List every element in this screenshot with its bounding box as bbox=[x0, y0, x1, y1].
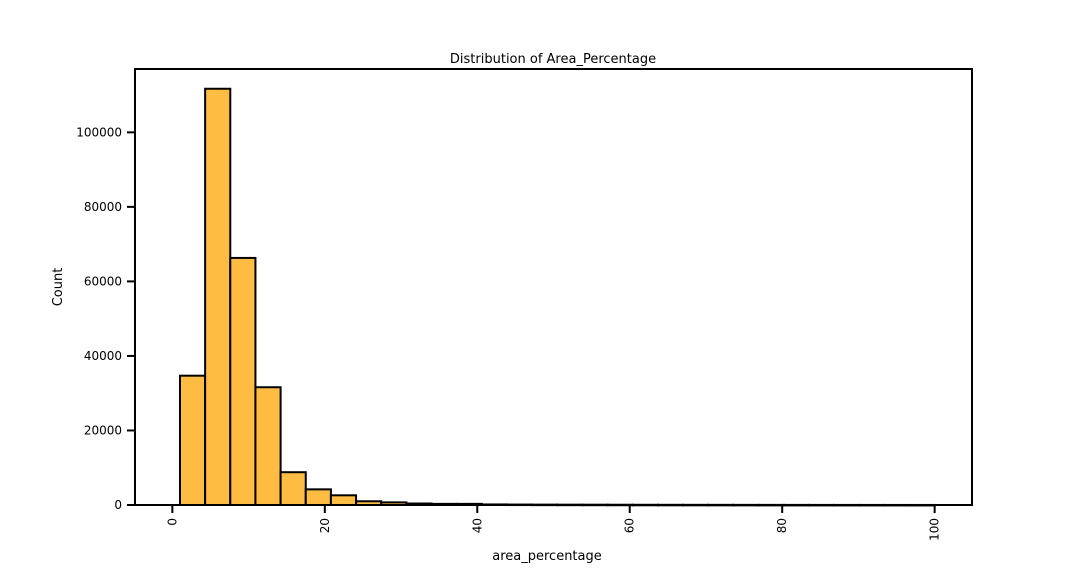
histogram-bar bbox=[178, 374, 207, 507]
y-tick-label: 80000 bbox=[84, 200, 122, 214]
x-tick-label: 40 bbox=[470, 518, 484, 533]
x-axis-label: area_percentage bbox=[492, 549, 602, 564]
y-tick-label: 40000 bbox=[84, 349, 122, 363]
histogram-bar bbox=[229, 256, 257, 506]
histogram-bar bbox=[254, 386, 282, 506]
y-tick-label: 0 bbox=[114, 498, 122, 512]
x-tick-label: 20 bbox=[318, 518, 332, 533]
x-axis-ticks: 0 20 40 60 80 100 bbox=[165, 505, 942, 541]
y-axis-label: Count bbox=[51, 268, 66, 307]
x-tick-label: 0 bbox=[165, 518, 179, 526]
plot-frame bbox=[134, 68, 973, 506]
histogram-bar bbox=[279, 471, 307, 507]
y-axis-ticks: 0 20000 40000 60000 80000 100000 bbox=[76, 125, 135, 512]
histogram-bar bbox=[304, 488, 332, 507]
histogram-bar bbox=[204, 87, 232, 506]
y-tick-label: 60000 bbox=[84, 274, 122, 288]
histogram-bars bbox=[178, 87, 936, 507]
x-tick-label: 100 bbox=[928, 518, 942, 541]
x-tick-label: 60 bbox=[623, 518, 637, 533]
chart-title: Distribution of Area_Percentage bbox=[450, 52, 656, 67]
histogram-bar bbox=[329, 494, 358, 506]
x-tick-label: 80 bbox=[775, 518, 789, 533]
y-tick-label: 100000 bbox=[76, 125, 122, 139]
y-tick-label: 20000 bbox=[84, 423, 122, 437]
